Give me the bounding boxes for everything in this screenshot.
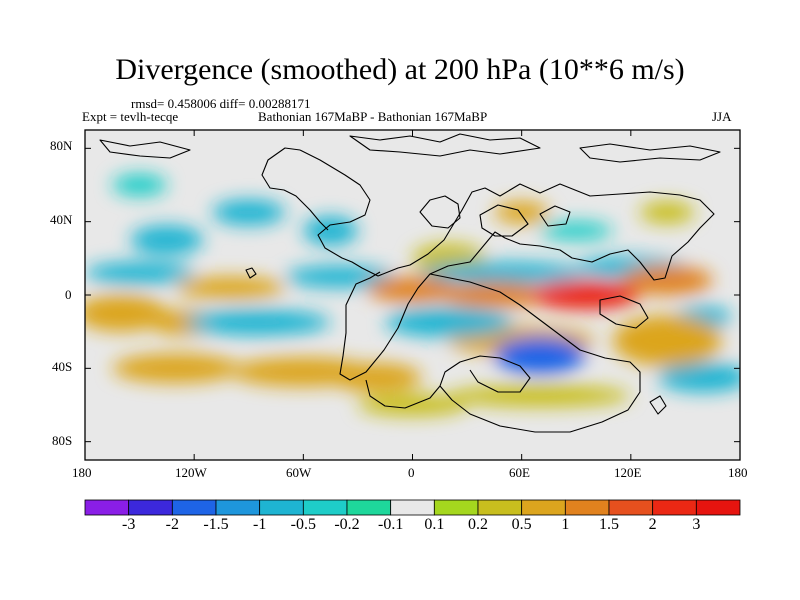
colorbar-label: -0.5 xyxy=(290,516,316,533)
lon-tick-120w: 120W xyxy=(175,465,207,480)
colorbar-label: 1 xyxy=(561,516,570,533)
divergence-anomaly-7 xyxy=(539,221,613,240)
divergence-anomaly-24 xyxy=(385,307,513,338)
divergence-anomaly-29 xyxy=(439,282,549,308)
stats-line: rmsd= 0.458006 diff= 0.00288171 xyxy=(131,96,311,111)
lon-tick-0: 0 xyxy=(408,465,415,480)
divergence-anomaly-25 xyxy=(421,262,586,284)
divergence-anomaly-11 xyxy=(85,295,167,332)
divergence-anomaly-9 xyxy=(212,199,286,226)
figure-title: Divergence (smoothed) at 200 hPa (10**6 … xyxy=(115,53,685,86)
lon-tick-180e: 180 xyxy=(728,465,748,480)
lat-tick-80N: 80N xyxy=(50,138,73,153)
colorbar-label: 0.2 xyxy=(468,516,488,533)
divergence-anomaly-22 xyxy=(612,315,722,367)
lat-tick-40S: 40S xyxy=(52,359,73,374)
divergence-anomaly-20 xyxy=(175,276,286,299)
divergence-anomaly-27 xyxy=(367,276,458,303)
coastlines xyxy=(99,133,721,433)
divergence-anomaly-3 xyxy=(639,201,695,224)
colorbar-label: -1 xyxy=(252,516,267,533)
divergence-anomaly-6 xyxy=(494,201,549,224)
lon-tick-60e: 60E xyxy=(509,465,530,480)
colorbar-label: 3 xyxy=(692,516,701,533)
lat-tick-0: 0 xyxy=(65,287,72,302)
divergence-anomaly-13 xyxy=(85,262,195,284)
divergence-anomaly-28 xyxy=(621,265,713,296)
colorbar-label: -0.2 xyxy=(334,516,360,533)
divergence-anomaly-19 xyxy=(130,225,204,255)
colorbar-label: 1.5 xyxy=(599,516,619,533)
colorbar-label: 0.1 xyxy=(424,516,445,533)
divergence-anomaly-26 xyxy=(185,309,331,336)
colorbar-label: -2 xyxy=(165,516,179,533)
lat-tick-80S: 80S xyxy=(52,433,73,448)
divergence-field xyxy=(85,174,740,416)
divergence-anomaly-4 xyxy=(448,384,631,407)
colorbar-label: -0.1 xyxy=(377,516,404,533)
comparison-label: Bathonian 167MaBP - Bathonian 167MaBP xyxy=(258,109,488,124)
experiment-label: Expt = tevlh-tecqe xyxy=(82,109,179,124)
divergence-anomaly-5 xyxy=(112,174,167,196)
divergence-anomaly-30 xyxy=(494,337,586,374)
lat-tick-40N: 40N xyxy=(50,212,73,227)
season-label: JJA xyxy=(712,109,732,124)
axis-ticks xyxy=(84,130,741,460)
divergence-anomaly-18 xyxy=(658,362,740,393)
divergence-anomaly-12 xyxy=(112,353,240,384)
colorbar-label: -3 xyxy=(121,516,136,533)
colorbar-label: -1.5 xyxy=(203,516,229,533)
divergence-anomaly-17 xyxy=(285,265,395,288)
divergence-anomaly-14 xyxy=(303,216,358,246)
lon-tick-120e: 120E xyxy=(614,465,642,480)
divergence-anomaly-16 xyxy=(230,357,377,387)
colorbar-label: 0.5 xyxy=(511,516,532,533)
lon-tick-180w: 180 xyxy=(72,465,92,480)
lon-tick-60w: 60W xyxy=(286,465,312,480)
divergence-anomaly-31 xyxy=(530,280,640,310)
colorbar-label: 2 xyxy=(648,516,657,533)
